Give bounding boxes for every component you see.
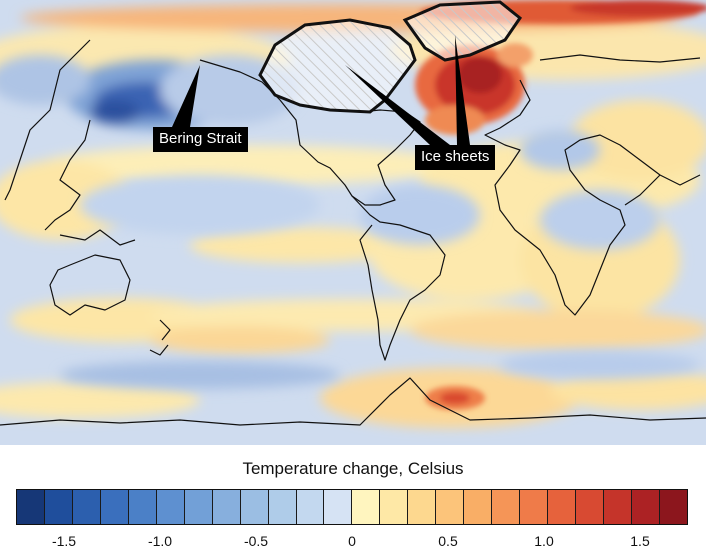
colorbar-swatch	[464, 490, 493, 524]
colorbar-swatch	[380, 490, 409, 524]
coastlines	[0, 39, 706, 426]
colorbar-tick-label: 0	[348, 533, 356, 549]
colorbar-swatch	[324, 490, 353, 524]
colorbar-swatch	[436, 490, 465, 524]
map-svg	[0, 0, 706, 445]
colorbar	[16, 489, 688, 525]
bering-callout-pointer	[172, 65, 200, 127]
colorbar-swatch	[520, 490, 549, 524]
colorbar-tick-label: 0.5	[438, 533, 458, 549]
legend-title: Temperature change, Celsius	[242, 459, 464, 478]
colorbar-swatch	[659, 490, 687, 524]
colorbar-swatch	[492, 490, 521, 524]
colorbar-swatch	[44, 490, 73, 524]
colorbar-swatch	[296, 490, 325, 524]
temperature-anomaly-map: Bering Strait Ice sheets	[0, 0, 706, 445]
colorbar-tick-label: -0.5	[243, 533, 269, 549]
colorbar-ticks: -1.5 -1.0 -0.5 0 0.5 1.0 1.5	[16, 533, 688, 553]
colorbar-swatch	[352, 490, 381, 524]
colorbar-swatch	[268, 490, 297, 524]
colorbar-swatch	[100, 490, 129, 524]
colorbar-swatch	[72, 490, 101, 524]
ice-callout-pointer-right	[455, 35, 470, 145]
colorbar-swatch	[128, 490, 157, 524]
colorbar-swatch	[184, 490, 213, 524]
colorbar-swatch	[156, 490, 185, 524]
colorbar-swatch	[604, 490, 632, 524]
colorbar-swatch	[240, 490, 269, 524]
colorbar-tick-label: 1.5	[630, 533, 650, 549]
colorbar-swatch	[408, 490, 437, 524]
colorbar-swatch	[212, 490, 241, 524]
ice-sheets-label: Ice sheets	[415, 145, 496, 170]
greenland-ice-sheet	[402, 0, 523, 62]
bering-strait-label: Bering Strait	[153, 127, 248, 152]
colorbar-tick-label: -1.5	[51, 533, 77, 549]
colorbar-swatch	[17, 490, 45, 524]
cool-anomaly-patches	[0, 55, 700, 389]
colorbar-swatch	[631, 490, 660, 524]
ice-callout-pointer-left	[345, 65, 450, 145]
colorbar-tick-label: -1.0	[147, 533, 173, 549]
colorbar-tick-label: 1.0	[534, 533, 554, 549]
colorbar-swatch	[576, 490, 605, 524]
colorbar-swatch	[548, 490, 577, 524]
